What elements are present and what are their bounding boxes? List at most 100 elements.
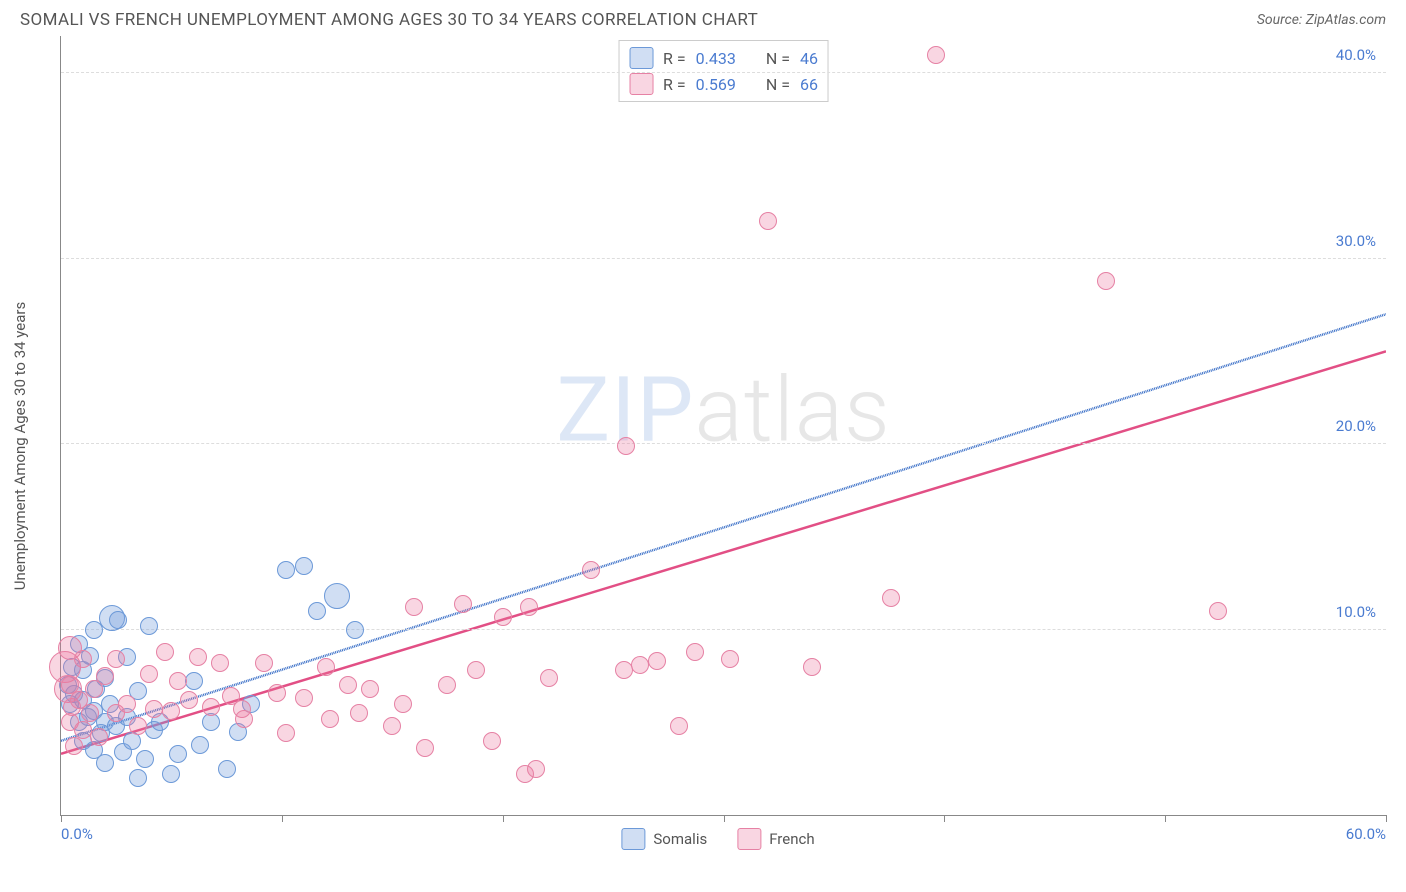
- r-value-french: 0.569: [696, 75, 736, 94]
- data-point: [631, 656, 649, 674]
- correlation-stats-box: R = 0.433 N = 46 R = 0.569 N = 66: [618, 40, 829, 102]
- data-point: [308, 602, 326, 620]
- data-point: [74, 650, 92, 668]
- data-point: [129, 717, 147, 735]
- swatch-french: [737, 828, 761, 850]
- data-point: [324, 583, 350, 609]
- trend-line: [61, 351, 1386, 753]
- data-point: [145, 700, 163, 718]
- data-point: [1209, 602, 1227, 620]
- data-point: [211, 654, 229, 672]
- data-point: [686, 643, 704, 661]
- trend-line: [61, 314, 1386, 741]
- legend-item-french: French: [737, 828, 814, 850]
- data-point: [648, 652, 666, 670]
- data-point: [169, 672, 187, 690]
- data-point: [317, 658, 335, 676]
- data-point: [405, 598, 423, 616]
- data-point: [140, 665, 158, 683]
- data-point: [202, 698, 220, 716]
- data-point: [670, 717, 688, 735]
- legend-label-somalis: Somalis: [653, 830, 707, 848]
- data-point: [927, 46, 945, 64]
- data-point: [383, 717, 401, 735]
- data-point: [483, 732, 501, 750]
- data-point: [394, 695, 412, 713]
- data-point: [65, 737, 83, 755]
- watermark: ZIPatlas: [556, 357, 890, 462]
- source-attribution: Source: ZipAtlas.com: [1257, 12, 1386, 28]
- data-point: [162, 702, 180, 720]
- data-point: [346, 621, 364, 639]
- x-tick-label: 0.0%: [61, 825, 93, 843]
- stats-row-french: R = 0.569 N = 66: [629, 71, 818, 97]
- data-point: [268, 684, 286, 702]
- data-point: [185, 672, 203, 690]
- data-point: [882, 589, 900, 607]
- data-point: [81, 704, 99, 722]
- data-point: [582, 561, 600, 579]
- y-axis-label: Unemployment Among Ages 30 to 34 years: [11, 302, 29, 590]
- data-point: [467, 661, 485, 679]
- data-point: [1097, 272, 1115, 290]
- data-point: [527, 760, 545, 778]
- data-point: [350, 704, 368, 722]
- data-point: [162, 765, 180, 783]
- y-tick-label: 20.0%: [1336, 417, 1376, 435]
- data-point: [118, 695, 136, 713]
- stats-row-somalis: R = 0.433 N = 46: [629, 45, 818, 71]
- data-point: [494, 608, 512, 626]
- x-tick-label: 60.0%: [1346, 825, 1386, 843]
- data-point: [295, 689, 313, 707]
- data-point: [90, 728, 108, 746]
- data-point: [96, 667, 114, 685]
- data-point: [277, 724, 295, 742]
- data-point: [169, 745, 187, 763]
- swatch-french: [629, 73, 653, 95]
- data-point: [96, 754, 114, 772]
- y-tick-label: 30.0%: [1336, 232, 1376, 250]
- data-point: [803, 658, 821, 676]
- data-point: [235, 710, 253, 728]
- data-point: [109, 611, 127, 629]
- data-point: [295, 557, 313, 575]
- y-tick-label: 40.0%: [1336, 46, 1376, 64]
- data-point: [361, 680, 379, 698]
- n-value-somalis: 46: [800, 49, 818, 68]
- data-point: [540, 669, 558, 687]
- data-point: [136, 750, 154, 768]
- n-label: N =: [766, 49, 790, 68]
- data-point: [189, 648, 207, 666]
- data-point: [339, 676, 357, 694]
- n-value-french: 66: [800, 75, 818, 94]
- data-point: [191, 736, 209, 754]
- data-point: [416, 739, 434, 757]
- data-point: [107, 650, 125, 668]
- n-label: N =: [766, 75, 790, 94]
- scatter-plot: ZIPatlas R = 0.433 N = 46 R = 0.569 N = …: [60, 36, 1386, 816]
- data-point: [140, 617, 158, 635]
- data-point: [321, 710, 339, 728]
- legend: Somalis French: [621, 828, 814, 850]
- data-point: [759, 212, 777, 230]
- data-point: [277, 561, 295, 579]
- r-label: R =: [663, 49, 686, 68]
- data-point: [721, 650, 739, 668]
- page-title: SOMALI VS FRENCH UNEMPLOYMENT AMONG AGES…: [20, 10, 758, 30]
- y-tick-label: 10.0%: [1336, 603, 1376, 621]
- trend-lines: [61, 36, 1386, 815]
- legend-item-somalis: Somalis: [621, 828, 707, 850]
- data-point: [617, 437, 635, 455]
- r-value-somalis: 0.433: [696, 49, 736, 68]
- legend-label-french: French: [769, 830, 814, 848]
- data-point: [180, 691, 198, 709]
- data-point: [454, 595, 472, 613]
- data-point: [218, 760, 236, 778]
- r-label: R =: [663, 75, 686, 94]
- swatch-somalis: [621, 828, 645, 850]
- swatch-somalis: [629, 47, 653, 69]
- data-point: [129, 769, 147, 787]
- data-point: [156, 643, 174, 661]
- data-point: [520, 598, 538, 616]
- data-point: [255, 654, 273, 672]
